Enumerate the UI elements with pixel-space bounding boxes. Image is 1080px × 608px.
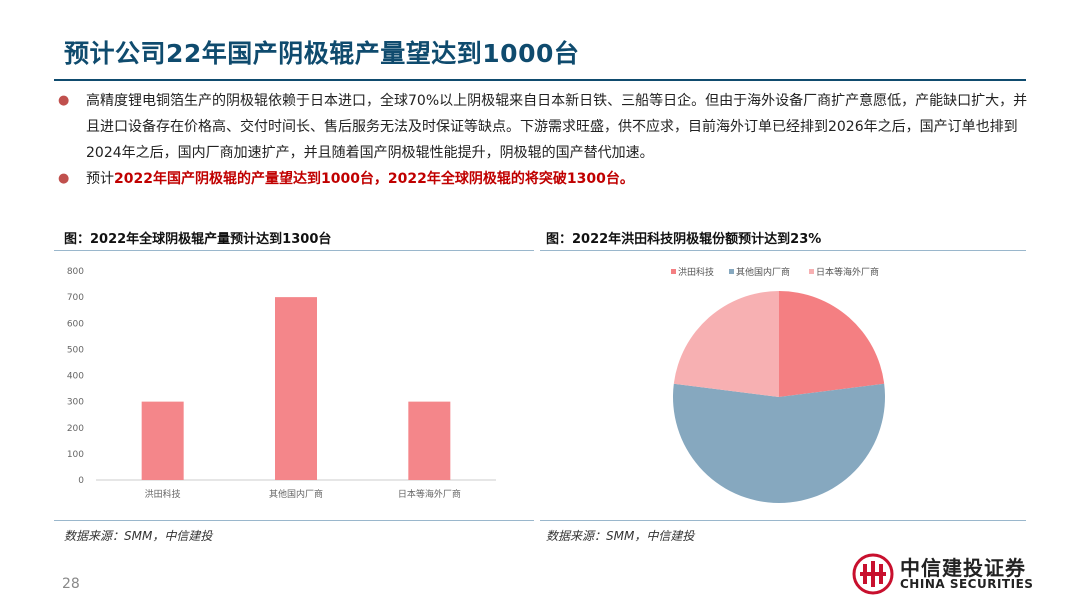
right-source-divider xyxy=(540,520,1026,521)
bullet-text: 高精度锂电铜箔生产的阴极辊依赖于日本进口，全球70%以上阴极辊来自日本新日铁、三… xyxy=(86,93,1028,161)
y-tick-label: 200 xyxy=(67,424,84,434)
y-tick-label: 300 xyxy=(67,398,84,408)
y-tick-label: 400 xyxy=(67,372,84,382)
pie-slice xyxy=(779,291,885,397)
x-tick-label: 日本等海外厂商 xyxy=(398,488,461,500)
x-tick-label: 其他国内厂商 xyxy=(269,488,323,500)
y-tick-label: 800 xyxy=(67,267,84,277)
legend-label: 洪田科技 xyxy=(678,266,714,278)
bar xyxy=(408,401,451,480)
legend-swatch xyxy=(671,269,676,274)
bar xyxy=(275,297,317,480)
right-figure-title: 图：2022年洪田科技阴极辊份额预计达到23% xyxy=(546,232,822,247)
y-tick-label: 600 xyxy=(67,319,84,329)
left-figure-divider xyxy=(54,250,534,251)
y-tick-label: 500 xyxy=(67,345,84,355)
pie-chart: 洪田科技 其他国内厂商 日本等海外厂商 xyxy=(671,266,885,503)
logo-name-en: CHINA SECURITIES xyxy=(900,577,1034,591)
right-figure-divider xyxy=(540,250,1026,251)
y-tick-label: 700 xyxy=(67,293,84,303)
left-source-note: 数据来源：SMM，中信建投 xyxy=(64,529,213,543)
left-source-divider xyxy=(54,520,534,521)
legend-label: 其他国内厂商 xyxy=(736,266,790,278)
page-title: 预计公司22年国产阴极辊产量望达到1000台 xyxy=(64,39,580,68)
legend-swatch xyxy=(729,269,734,274)
bullet-dot-icon: ● xyxy=(58,93,70,108)
bullet-list: ● 高精度锂电铜箔生产的阴极辊依赖于日本进口，全球70%以上阴极辊来自日本新日铁… xyxy=(58,88,1028,192)
title-divider xyxy=(54,79,1026,81)
bullet-dot-icon: ● xyxy=(58,171,70,186)
bullet-highlight: 2022年国产阴极辊的产量望达到1000台，2022年全球阴极辊的将突破1300… xyxy=(114,171,634,187)
logo-name-cn: 中信建投证券 xyxy=(900,556,1026,580)
bullet-prefix: 预计 xyxy=(86,171,114,187)
x-tick-label: 洪田科技 xyxy=(145,488,181,500)
bullet-item: ● 高精度锂电铜箔生产的阴极辊依赖于日本进口，全球70%以上阴极辊来自日本新日铁… xyxy=(58,88,1028,166)
left-figure-title: 图：2022年全球阴极辊产量预计达到1300台 xyxy=(64,232,332,247)
bar-chart: 0 100 200 300 400 500 600 700 800 洪田科技 其他国内厂商 日本等海外… xyxy=(67,267,496,500)
pie-slice xyxy=(673,383,885,503)
pie-slice xyxy=(673,291,779,397)
logo-emblem-icon xyxy=(852,553,894,595)
bar xyxy=(141,401,184,480)
legend-swatch xyxy=(809,269,814,274)
right-source-note: 数据来源：SMM，中信建投 xyxy=(546,529,695,543)
y-tick-label: 0 xyxy=(78,476,84,486)
bullet-item: ● 预计2022年国产阴极辊的产量望达到1000台，2022年全球阴极辊的将突破… xyxy=(58,166,1028,192)
legend-label: 日本等海外厂商 xyxy=(816,266,879,278)
page-number: 28 xyxy=(62,576,80,592)
company-logo: 中信建投证券 CHINA SECURITIES xyxy=(852,552,1034,596)
y-tick-label: 100 xyxy=(67,450,84,460)
